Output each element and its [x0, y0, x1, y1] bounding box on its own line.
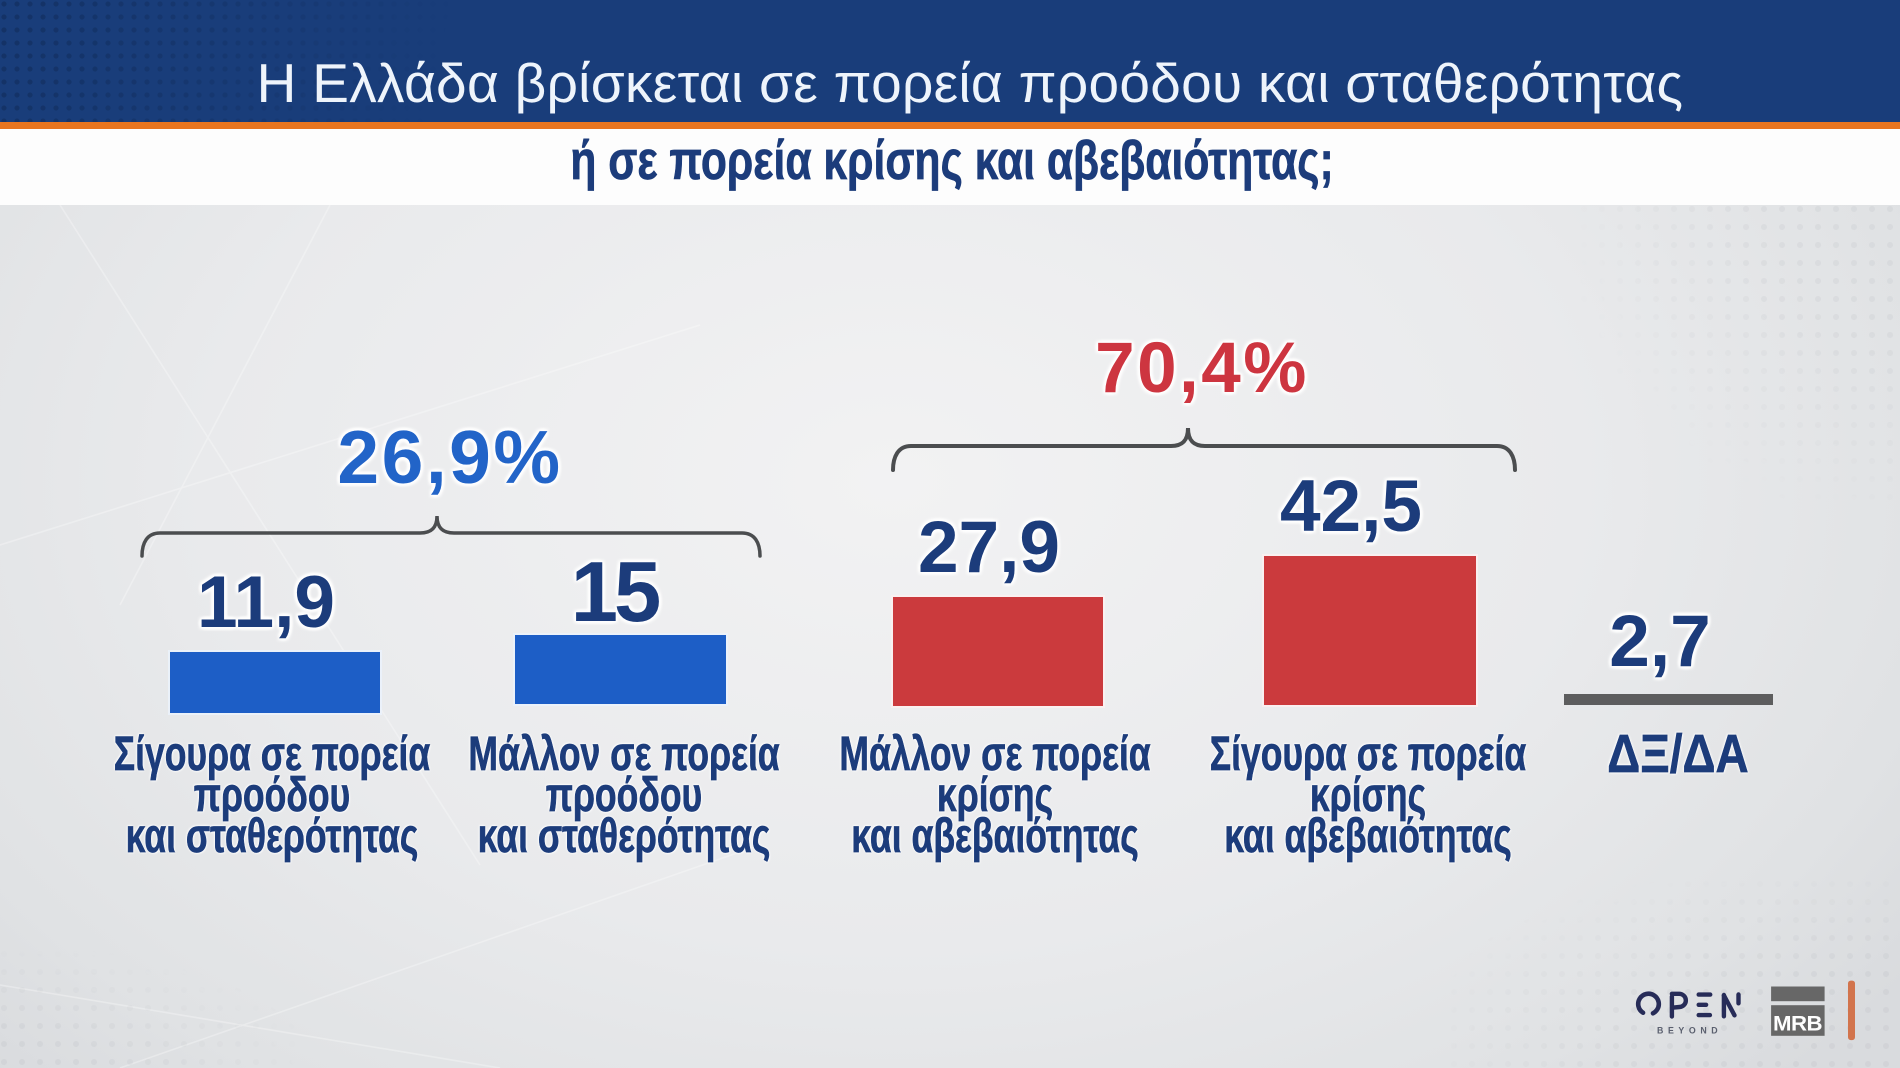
svg-text:MRB: MRB — [1773, 1013, 1822, 1036]
svg-text:BEYOND: BEYOND — [1657, 1026, 1722, 1036]
